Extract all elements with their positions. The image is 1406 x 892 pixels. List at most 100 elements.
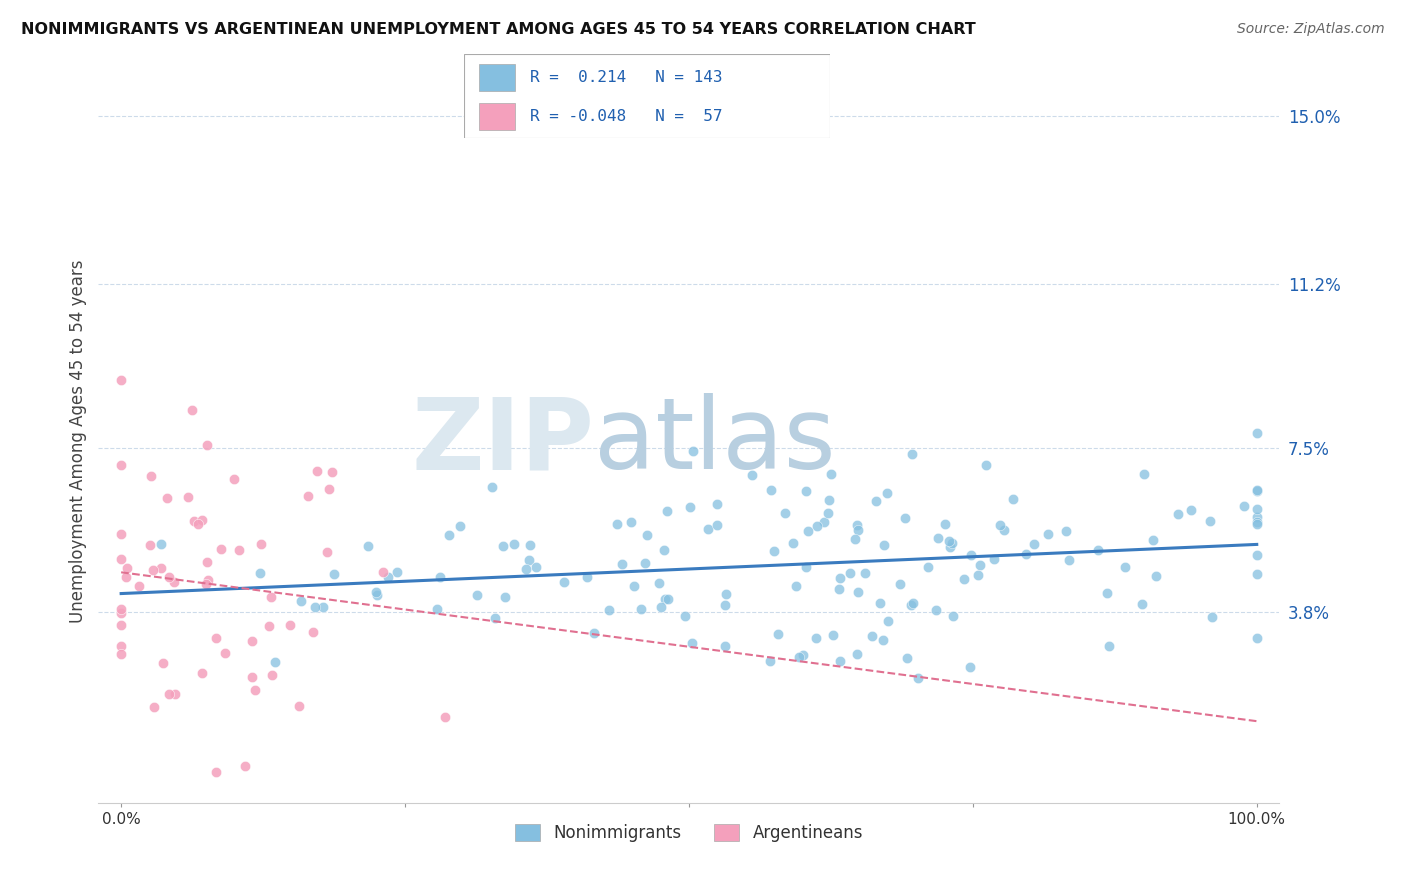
Text: R =  0.214   N = 143: R = 0.214 N = 143: [530, 70, 723, 85]
Point: [316, 545, 339, 559]
Point: [1098, 640, 1121, 654]
Point: [228, 542, 250, 557]
Point: [1130, 598, 1153, 612]
Point: [190, 666, 212, 681]
Point: [224, 472, 246, 486]
Point: [1059, 552, 1081, 566]
Point: [1002, 492, 1025, 507]
Point: [655, 504, 678, 518]
Point: [598, 603, 620, 617]
Point: [938, 534, 960, 549]
Point: [1246, 548, 1268, 562]
Point: [311, 599, 333, 614]
Point: [209, 541, 232, 556]
Text: R = -0.048   N =  57: R = -0.048 N = 57: [530, 109, 723, 124]
Point: [827, 582, 849, 596]
Point: [762, 544, 785, 558]
Point: [634, 557, 657, 571]
Point: [183, 514, 205, 528]
Point: [706, 496, 728, 510]
Point: [142, 699, 165, 714]
Point: [876, 485, 898, 500]
Point: [713, 639, 735, 653]
Point: [307, 464, 329, 478]
Point: [434, 709, 457, 723]
Point: [657, 591, 679, 606]
Point: [366, 588, 388, 602]
Point: [942, 608, 965, 623]
Point: [1246, 501, 1268, 516]
Point: [927, 531, 949, 545]
Point: [630, 602, 652, 616]
Point: [429, 570, 451, 584]
Point: [877, 615, 900, 629]
Point: [157, 570, 180, 584]
Point: [1095, 586, 1118, 600]
Point: [139, 538, 162, 552]
Point: [110, 639, 132, 653]
Point: [1167, 507, 1189, 521]
Point: [766, 627, 789, 641]
Point: [177, 491, 200, 505]
Point: [524, 559, 547, 574]
Point: [873, 538, 896, 552]
Point: [872, 633, 894, 648]
Point: [197, 574, 219, 588]
Point: [1246, 483, 1268, 498]
Point: [610, 557, 633, 571]
Point: [110, 601, 132, 615]
Point: [787, 649, 810, 664]
Point: [180, 402, 202, 417]
Point: [846, 518, 869, 533]
Point: [844, 532, 866, 546]
Point: [243, 683, 266, 698]
FancyBboxPatch shape: [478, 63, 515, 91]
Point: [1036, 527, 1059, 541]
Point: [357, 539, 380, 553]
Point: [797, 524, 820, 538]
Point: [1246, 484, 1268, 499]
Point: [865, 494, 887, 508]
Point: [681, 636, 703, 650]
Point: [195, 438, 218, 452]
Point: [654, 591, 676, 606]
Point: [1246, 515, 1268, 529]
Point: [582, 625, 605, 640]
Point: [260, 591, 283, 605]
Point: [682, 444, 704, 458]
Point: [714, 599, 737, 613]
Point: [900, 599, 922, 613]
Point: [110, 618, 132, 632]
Point: [813, 515, 835, 529]
Point: [195, 576, 218, 591]
Point: [149, 537, 172, 551]
Text: atlas: atlas: [595, 393, 837, 490]
Point: [152, 657, 174, 671]
Point: [242, 633, 264, 648]
Point: [953, 572, 976, 586]
FancyBboxPatch shape: [478, 103, 515, 130]
Point: [741, 468, 763, 483]
FancyBboxPatch shape: [464, 54, 830, 138]
Point: [1133, 467, 1156, 481]
Point: [187, 517, 209, 532]
Point: [869, 596, 891, 610]
Point: [714, 587, 737, 601]
Point: [623, 579, 645, 593]
Point: [983, 551, 1005, 566]
Point: [785, 579, 807, 593]
Point: [817, 506, 839, 520]
Point: [163, 574, 186, 589]
Point: [860, 629, 883, 643]
Y-axis label: Unemployment Among Ages 45 to 54 years: Unemployment Among Ages 45 to 54 years: [69, 260, 87, 624]
Text: Source: ZipAtlas.com: Source: ZipAtlas.com: [1237, 22, 1385, 37]
Point: [1198, 514, 1220, 528]
Point: [773, 507, 796, 521]
Point: [1246, 567, 1268, 582]
Point: [1246, 516, 1268, 531]
Point: [191, 513, 214, 527]
Point: [993, 523, 1015, 537]
Point: [150, 561, 173, 575]
Point: [697, 522, 720, 536]
Point: [959, 548, 981, 562]
